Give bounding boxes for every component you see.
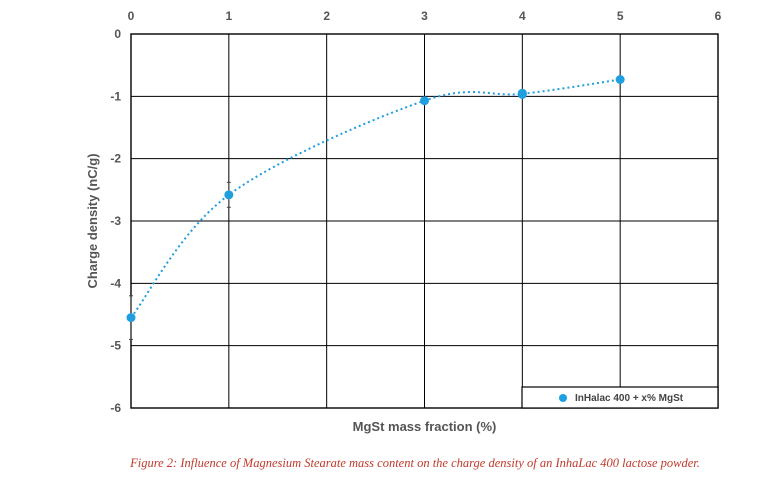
x-tick-label: 0 [128, 9, 135, 23]
y-tick-label: 0 [114, 27, 121, 41]
data-point [517, 88, 527, 98]
trendline [130, 78, 621, 319]
y-tick-label: -3 [110, 214, 121, 228]
y-tick-label: -4 [110, 276, 121, 290]
legend-marker [559, 394, 567, 402]
data-point [224, 190, 234, 200]
data-point [420, 96, 429, 106]
y-tick-label: -5 [110, 339, 121, 353]
grid [130, 33, 719, 409]
x-tick-label: 4 [519, 9, 526, 23]
error-bars [129, 77, 623, 340]
figure-caption: Figure 2: Influence of Magnesium Stearat… [130, 456, 700, 470]
x-tick-label: 3 [421, 9, 428, 23]
x-tick-labels: 0 1 2 3 4 5 6 [128, 9, 722, 23]
x-tick-label: 6 [715, 9, 722, 23]
y-axis-label: Charge density (nC/g) [85, 153, 100, 288]
x-axis-label: MgSt mass fraction (%) [353, 419, 497, 434]
x-tick-label: 1 [225, 9, 232, 23]
y-tick-labels: 0 -1 -2 -3 -4 -5 -6 [110, 27, 121, 415]
data-point [615, 75, 625, 85]
x-tick-label: 5 [617, 9, 624, 23]
legend-label: InHalac 400 + x% MgSt [575, 393, 684, 404]
y-tick-label: -6 [110, 401, 121, 415]
legend: InHalac 400 + x% MgSt [521, 386, 719, 409]
charge-density-chart: 0 1 2 3 4 5 6 0 -1 -2 -3 -4 -5 -6 MgSt mass fraction… [85, 9, 722, 434]
data-points [126, 75, 625, 323]
x-tick-label: 2 [323, 9, 330, 23]
plot-frame [130, 33, 719, 409]
legend-box [521, 386, 719, 409]
y-tick-label: -2 [110, 152, 121, 166]
y-tick-label: -1 [110, 89, 121, 103]
data-point [126, 313, 136, 323]
